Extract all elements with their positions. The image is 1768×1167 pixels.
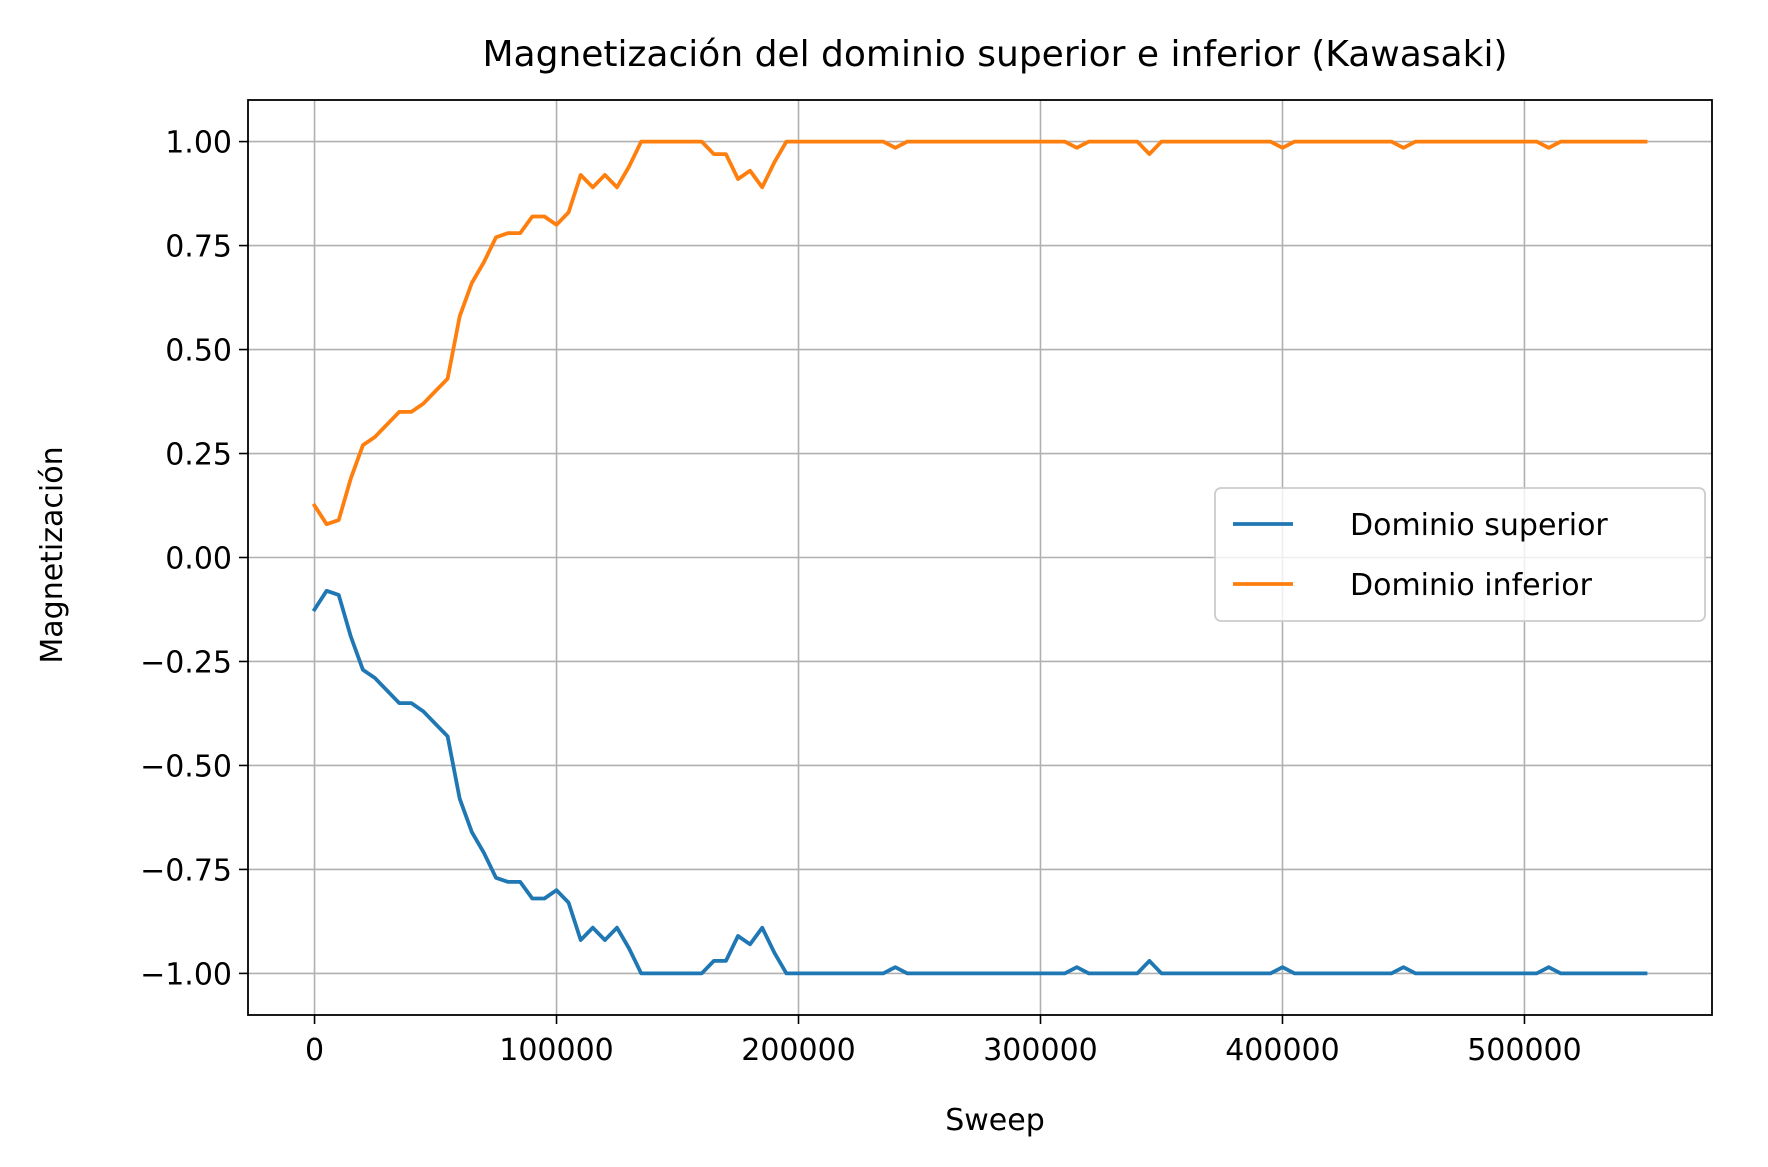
x-tick-label: 0 [305, 1033, 324, 1068]
chart-title: Magnetización del dominio superior e inf… [482, 34, 1507, 75]
y-tick-label: −1.00 [140, 957, 232, 992]
y-axis: 1.00 0.75 0.50 0.25 0.00 −0.25 −0.50 −0.75 −1.00 [140, 126, 248, 992]
legend: Dominio superior Dominio inferior [1214, 487, 1706, 622]
x-tick-label: 200000 [741, 1033, 856, 1068]
x-tick-label: 100000 [499, 1033, 614, 1068]
y-tick-label: 0.00 [165, 542, 232, 577]
y-tick-label: −0.50 [140, 749, 232, 784]
series-line-1 [311, 139, 1648, 527]
y-tick-label: 1.00 [165, 126, 232, 161]
x-tick-label: 400000 [1225, 1033, 1340, 1068]
series-layer [311, 139, 1648, 976]
series-line-0 [311, 588, 1648, 976]
x-tick-label: 500000 [1467, 1033, 1582, 1068]
legend-label: Dominio inferior [1350, 568, 1593, 603]
legend-label: Dominio superior [1350, 508, 1608, 543]
y-tick-label: 0.50 [165, 334, 232, 369]
y-tick-label: −0.75 [140, 853, 232, 888]
y-tick-label: −0.25 [140, 645, 232, 680]
x-axis-title: Sweep [945, 1103, 1045, 1138]
x-axis: 0 100000 200000 300000 400000 500000 [305, 1015, 1582, 1068]
y-tick-label: 0.25 [165, 438, 232, 473]
legend-box [1214, 487, 1706, 622]
y-tick-label: 0.75 [165, 230, 232, 265]
x-tick-label: 300000 [983, 1033, 1098, 1068]
y-axis-title: Magnetización [35, 446, 70, 663]
